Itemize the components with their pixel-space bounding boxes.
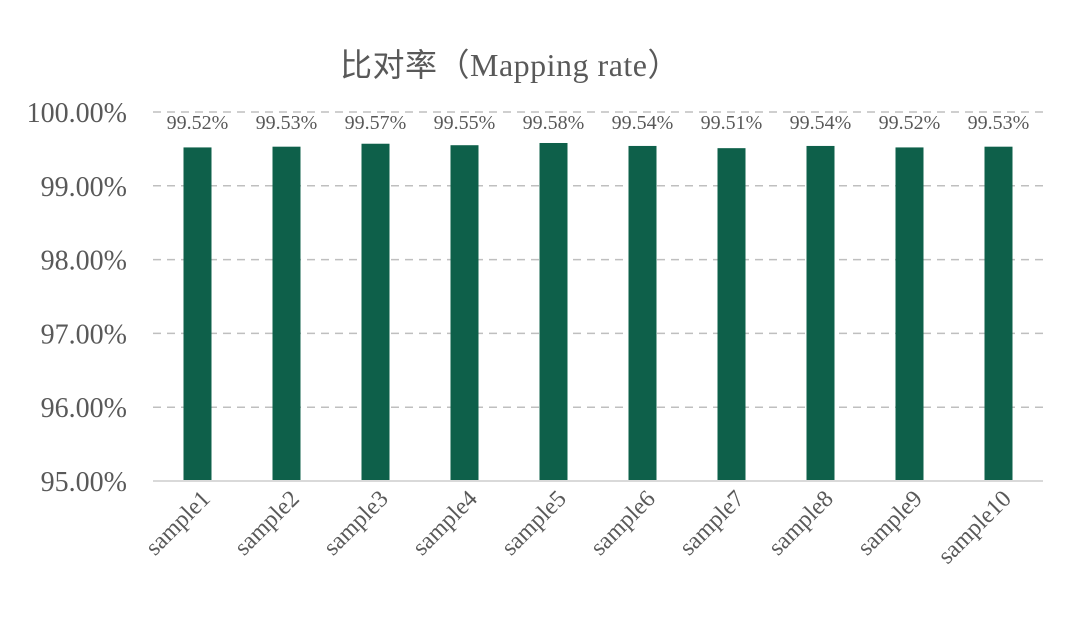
x-tick-label: sample4 <box>408 486 483 561</box>
bar <box>984 146 1013 481</box>
bar <box>272 146 301 481</box>
data-label: 99.52% <box>879 112 941 134</box>
y-tick-label: 95.00% <box>41 467 127 498</box>
y-tick-label: 97.00% <box>41 319 127 350</box>
bar <box>539 142 568 481</box>
y-tick-label: 100.00% <box>27 98 127 129</box>
y-axis-ticks: 95.00% 96.00% 97.00% 98.00% 99.00% 100.00% <box>27 98 127 498</box>
data-label: 99.54% <box>612 112 674 134</box>
chart-title: 比对率（Mapping rate） <box>339 47 680 83</box>
bar <box>450 145 479 481</box>
data-label: 99.53% <box>256 112 318 134</box>
x-tick-label: sample6 <box>586 486 661 561</box>
y-tick-label: 98.00% <box>41 246 127 277</box>
data-label: 99.55% <box>434 112 496 134</box>
data-label: 99.54% <box>790 112 852 134</box>
data-label: 99.51% <box>701 112 763 134</box>
x-tick-label: sample5 <box>497 486 572 561</box>
x-tick-label: sample9 <box>853 486 928 561</box>
bar <box>895 147 924 481</box>
x-tick-label: sample1 <box>141 486 216 561</box>
data-labels: 99.52% 99.53% 99.57% 99.55% 99.58% 99.54% 99.5… <box>167 112 1030 134</box>
x-tick-label: sample8 <box>764 486 839 561</box>
x-tick-label: sample7 <box>675 486 750 561</box>
data-label: 99.53% <box>968 112 1030 134</box>
bar <box>183 147 212 481</box>
data-label: 99.58% <box>523 112 585 134</box>
x-axis-ticks: sample1 sample2 sample3 sample4 sample5 sampl… <box>141 486 1017 569</box>
y-tick-label: 99.00% <box>41 172 127 203</box>
x-tick-label: sample2 <box>230 486 305 561</box>
bars <box>183 142 1013 482</box>
data-label: 99.52% <box>167 112 229 134</box>
bar <box>806 145 835 481</box>
bar <box>628 145 657 481</box>
x-tick-label: sample10 <box>933 486 1016 569</box>
y-tick-label: 96.00% <box>41 393 127 424</box>
data-label: 99.57% <box>345 112 407 134</box>
bar <box>361 143 390 481</box>
bar <box>717 148 746 482</box>
x-tick-label: sample3 <box>319 486 394 561</box>
